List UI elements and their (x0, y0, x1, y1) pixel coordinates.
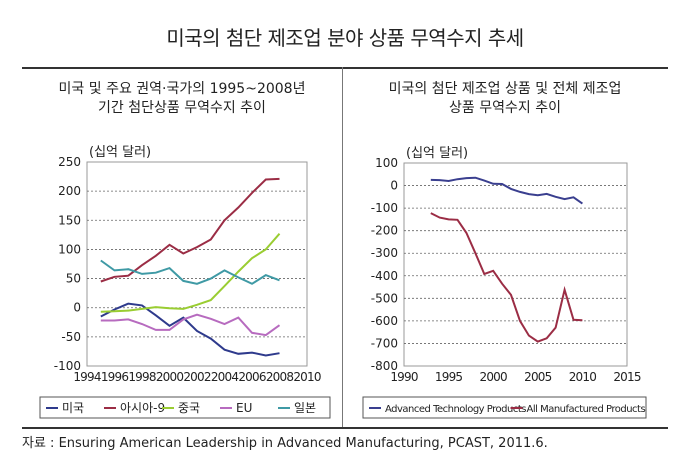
chart1-x-tick-label: 2010 (569, 370, 597, 384)
chart0-y-tick-label: -50 (61, 330, 81, 344)
chart0-x-tick-label: 2008 (266, 370, 294, 384)
chart0-plot-area (86, 161, 308, 367)
chart0-series-line-4 (100, 259, 280, 285)
chart1-legend (362, 396, 647, 419)
chart1-legend-label: All Manufactured Products (527, 404, 646, 415)
chart0-legend-label: EU (236, 401, 252, 415)
chart1-x-tick-label: 1995 (435, 370, 463, 384)
chart0-legend (39, 396, 331, 419)
page-title: 미국의 첨단 제조업 분야 상품 무역수지 추세 (166, 26, 524, 50)
chart0-x-tick-label: 2006 (238, 370, 266, 384)
left-subtitle-line1: 미국 및 주요 권역·국가의 1995~2008년 (58, 81, 306, 97)
left-subtitle-line2: 기간 첨단상품 무역수지 추이 (98, 100, 266, 116)
chart0-legend-label: 일본 (294, 401, 316, 415)
chart1-x-tick-label: 1990 (390, 370, 418, 384)
chart1-x-tick-label: 2005 (524, 370, 552, 384)
chart0-y-tick-label: 0 (73, 301, 81, 315)
chart1-y-tick-label: -800 (371, 359, 398, 373)
chart1-series-line-0 (430, 176, 583, 205)
chart0-y-tick-label: 150 (58, 213, 81, 227)
chart1-y-tick-label: -300 (371, 246, 398, 260)
chart0-x-tick-label: 1996 (101, 370, 129, 384)
chart0-series-line-0 (100, 302, 280, 357)
chart1-ylabel: (십억 달러) (406, 146, 468, 161)
chart1-y-tick-label: 100 (375, 156, 398, 170)
right-subtitle-line2: 상품 무역수지 추이 (449, 100, 561, 116)
source-note: 자료 : Ensuring American Leadership in Adv… (22, 436, 548, 451)
chart0-y-tick-label: -100 (54, 359, 81, 373)
chart0-x-tick-label: 2004 (211, 370, 239, 384)
chart0-legend-label: 미국 (62, 401, 84, 415)
chart0-x-tick-label: 1994 (73, 370, 101, 384)
chart0-x-tick-label: 2000 (156, 370, 184, 384)
chart0-x-tick-label: 1998 (128, 370, 156, 384)
right-subtitle-line1: 미국의 첨단 제조업 상품 및 전체 제조업 (388, 81, 622, 97)
chart0-ylabel: (십억 달러) (89, 145, 151, 160)
chart0-y-tick-label: 250 (58, 155, 81, 169)
chart1-y-tick-label: -100 (371, 201, 398, 215)
chart1-y-tick-label: -500 (371, 291, 398, 305)
chart1-series-line-1 (430, 212, 583, 343)
chart1-y-tick-label: 0 (390, 179, 398, 193)
chart0-legend-label: 중국 (178, 401, 200, 415)
chart1-y-tick-label: -600 (371, 314, 398, 328)
chart0-series-line-3 (100, 313, 281, 337)
panel-divider (342, 67, 343, 427)
chart0-series-line-2 (100, 233, 281, 313)
chart1-plot-area (403, 162, 628, 367)
chart0-series-line-1 (100, 177, 280, 283)
chart1-y-tick-label: -700 (371, 336, 398, 350)
chart0-y-tick-label: 50 (66, 272, 81, 286)
chart1-y-tick-label: -400 (371, 269, 398, 283)
chart0-x-tick-label: 2002 (183, 370, 211, 384)
chart1-y-tick-label: -200 (371, 224, 398, 238)
chart0-y-tick-label: 100 (58, 242, 81, 256)
chart0-y-tick-label: 200 (58, 184, 81, 198)
chart1-x-tick-label: 2015 (613, 370, 641, 384)
chart1-legend-label: Advanced Technology Products (385, 404, 526, 415)
chart1-x-tick-label: 2000 (480, 370, 508, 384)
chart0-legend-label: 아시아-9 (120, 401, 165, 415)
chart-frame (22, 67, 668, 429)
chart0-x-tick-label: 2010 (293, 370, 321, 384)
